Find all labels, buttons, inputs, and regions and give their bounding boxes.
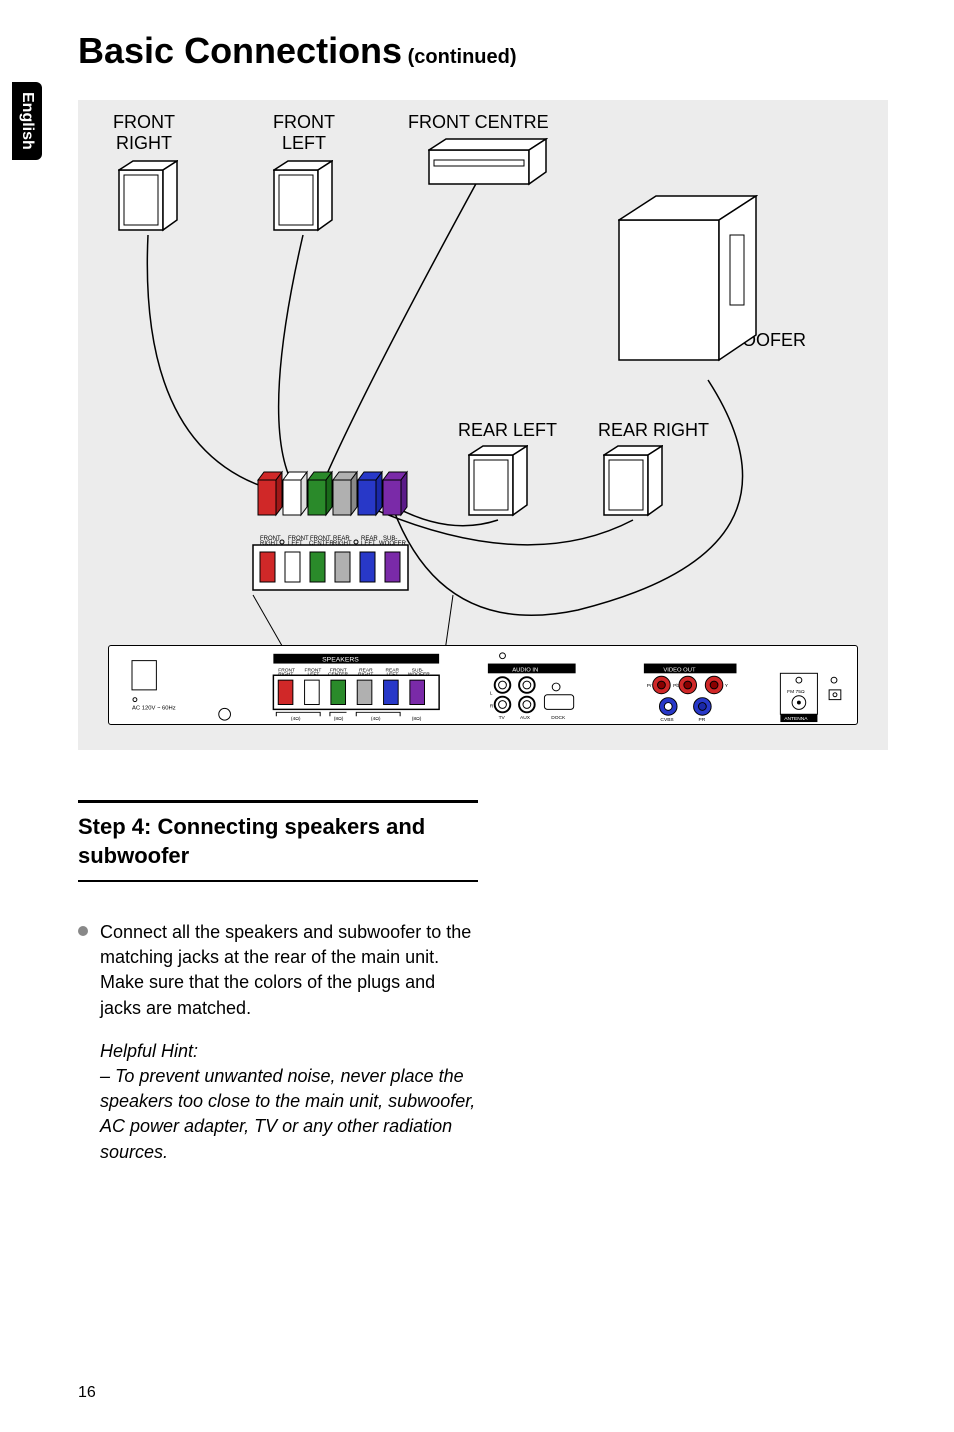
terminal-zoom: FRONTRIGHT FRONTLEFT FRONTCENTER REARRIG… <box>248 470 468 600</box>
rule-top <box>78 800 478 803</box>
svg-text:(8Ω): (8Ω) <box>412 716 422 722</box>
speaker-rear-right <box>603 445 663 520</box>
svg-text:Y: Y <box>725 683 729 689</box>
plug-rear-left <box>358 472 382 515</box>
svg-text:Pb: Pb <box>673 683 679 689</box>
svg-text:(8Ω): (8Ω) <box>334 716 344 722</box>
svg-text:ANTENNA: ANTENNA <box>784 716 808 722</box>
bullet-text: Connect all the speakers and subwoofer t… <box>100 920 478 1021</box>
svg-text:LEFT: LEFT <box>386 671 398 677</box>
svg-text:RIGHT: RIGHT <box>278 671 293 677</box>
svg-text:AUX: AUX <box>520 715 531 721</box>
plug-rear-right <box>333 472 357 515</box>
page-title: Basic Connections (continued) <box>78 30 517 72</box>
speaker-front-right <box>118 160 178 235</box>
svg-text:TV: TV <box>499 715 506 721</box>
svg-text:WOOFER: WOOFER <box>379 541 407 547</box>
title-main: Basic Connections <box>78 30 402 71</box>
step-section: Step 4: Connecting speakers and subwoofe… <box>78 800 478 882</box>
speaker-rear-left <box>468 445 528 520</box>
svg-text:PR: PR <box>698 717 705 723</box>
svg-text:LEFT: LEFT <box>288 541 303 547</box>
hint-body: – To prevent unwanted noise, never place… <box>100 1066 475 1162</box>
svg-text:(4Ω): (4Ω) <box>291 716 301 722</box>
svg-text:FM 75Ω: FM 75Ω <box>787 689 805 695</box>
svg-text:SPEAKERS: SPEAKERS <box>322 657 359 664</box>
svg-text:RIGHT: RIGHT <box>260 541 279 547</box>
svg-text:RIGHT: RIGHT <box>333 541 352 547</box>
svg-text:Pr: Pr <box>647 683 652 689</box>
svg-text:(4Ω): (4Ω) <box>371 716 381 722</box>
plug-front-left <box>283 472 307 515</box>
bullet-icon <box>78 926 88 936</box>
speaker-front-left <box>273 160 333 235</box>
rule-bottom <box>78 880 478 882</box>
svg-text:CENTER: CENTER <box>309 541 334 547</box>
svg-text:LEFT: LEFT <box>308 671 320 677</box>
step-heading: Step 4: Connecting speakers and subwoofe… <box>78 813 478 870</box>
svg-text:CVBS: CVBS <box>660 717 674 723</box>
hint-block: Helpful Hint: – To prevent unwanted nois… <box>100 1039 478 1165</box>
svg-text:AUDIO IN: AUDIO IN <box>512 667 538 673</box>
svg-text:RIGHT: RIGHT <box>358 671 373 677</box>
svg-text:L: L <box>490 691 493 697</box>
plug-front-centre <box>308 472 332 515</box>
receiver-back-panel: AC 120V ~ 60Hz SPEAKERS FRONTRIGHT FRONT… <box>108 645 858 725</box>
page-number: 16 <box>78 1384 96 1402</box>
title-continued: (continued) <box>402 46 516 68</box>
plug-subwoofer <box>383 472 407 515</box>
body-text: Connect all the speakers and subwoofer t… <box>78 920 478 1165</box>
svg-text:AC 120V ~ 60Hz: AC 120V ~ 60Hz <box>132 705 176 711</box>
bullet-item: Connect all the speakers and subwoofer t… <box>78 920 478 1021</box>
language-tab: English <box>12 82 42 160</box>
svg-text:VIDEO OUT: VIDEO OUT <box>663 667 696 673</box>
speaker-front-centre <box>428 138 548 188</box>
subwoofer <box>618 195 758 365</box>
svg-text:DOCK: DOCK <box>551 715 566 721</box>
svg-text:WOOFER: WOOFER <box>408 671 430 677</box>
connection-diagram: FRONT RIGHT FRONT LEFT FRONT CENTRE SUBW… <box>78 100 888 750</box>
svg-text:LEFT: LEFT <box>361 541 376 547</box>
svg-text:R: R <box>490 703 494 709</box>
svg-text:CENTER: CENTER <box>328 671 348 677</box>
hint-title: Helpful Hint: <box>100 1039 478 1064</box>
plug-front-right <box>258 472 282 515</box>
